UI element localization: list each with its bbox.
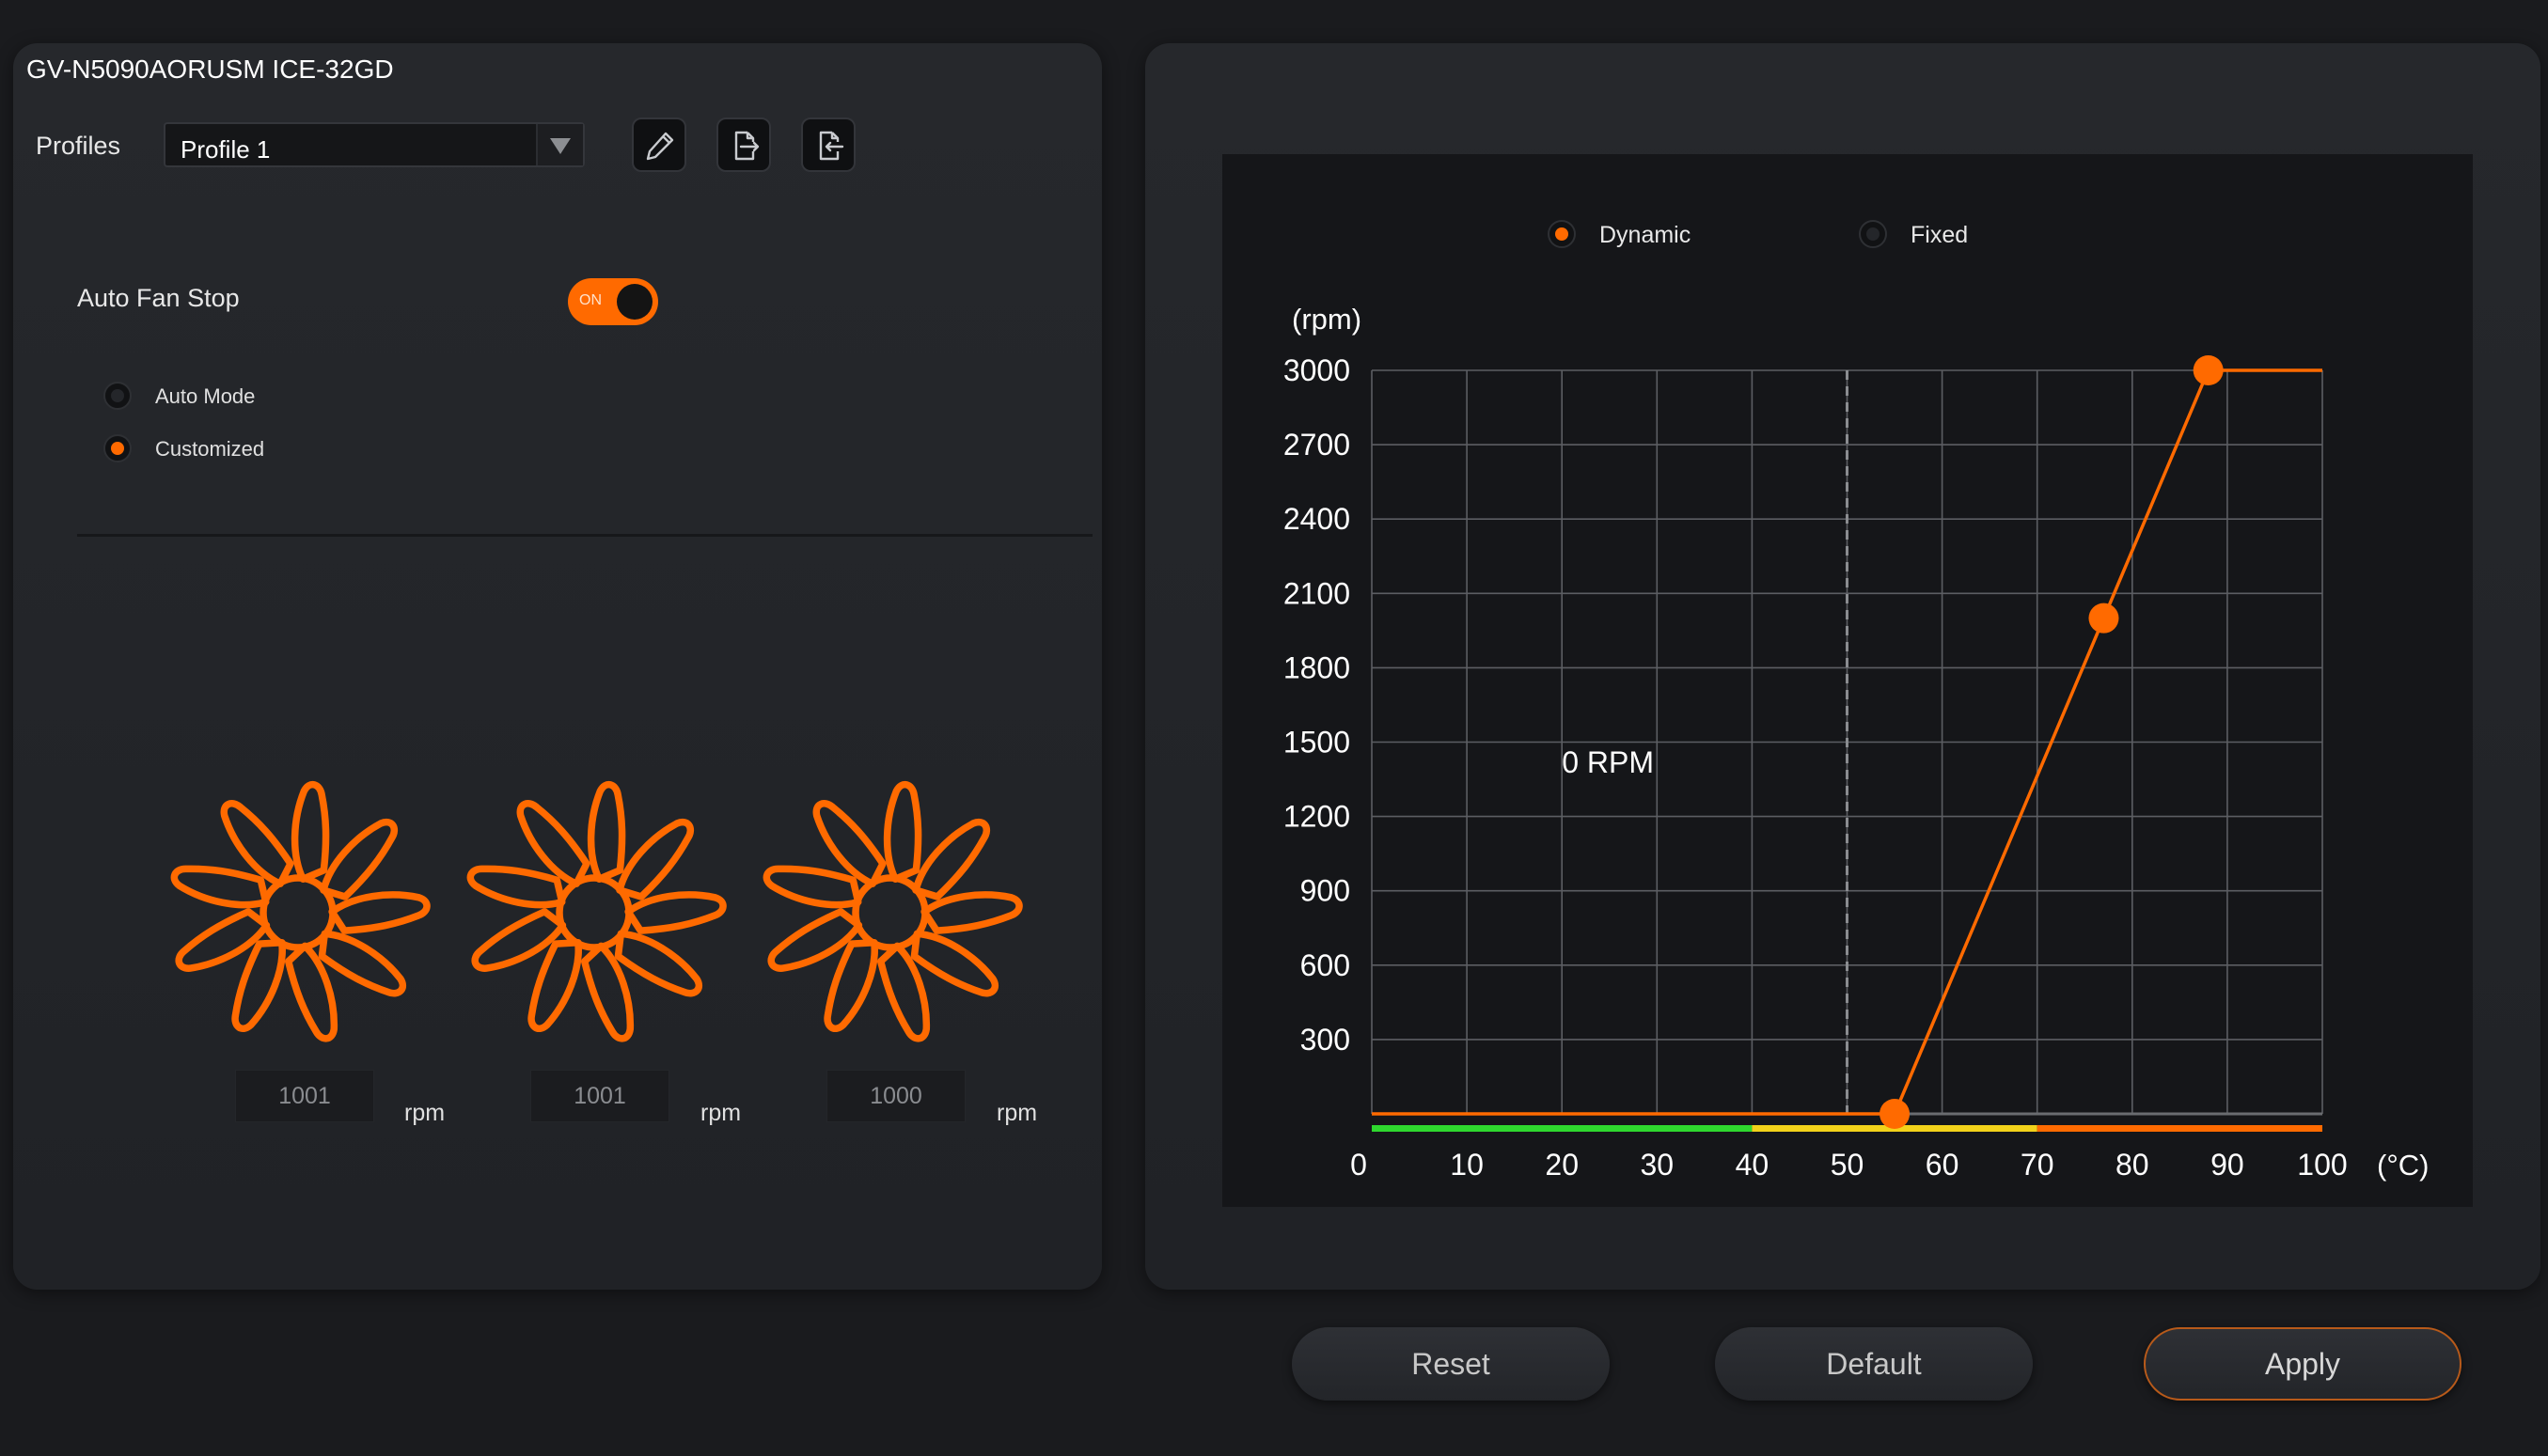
- x-tick-label: 10: [1450, 1148, 1484, 1182]
- temperature-band: [1372, 1125, 1753, 1132]
- zero-rpm-annotation: 0 RPM: [1562, 745, 1654, 779]
- fan-icon: [462, 780, 727, 1045]
- toggle-state-text: ON: [579, 292, 602, 308]
- curve-control-point[interactable]: [1880, 1099, 1911, 1129]
- fan1-rpm-unit: rpm: [404, 1100, 446, 1126]
- device-name: GV-N5090AORUSM ICE-32GD: [26, 55, 394, 84]
- y-tick-label: 1800: [1283, 650, 1350, 684]
- customized-label: Customized: [155, 437, 265, 461]
- fan-icon: [165, 780, 431, 1045]
- default-button[interactable]: Default: [1715, 1327, 2033, 1401]
- apply-button[interactable]: Apply: [2144, 1327, 2461, 1401]
- x-tick-label: 50: [1831, 1148, 1864, 1182]
- curve-control-point[interactable]: [2088, 603, 2119, 634]
- edit-icon: [646, 132, 674, 161]
- curve-control-point[interactable]: [2193, 355, 2224, 385]
- y-tick-label: 300: [1300, 1023, 1350, 1057]
- dynamic-label: Dynamic: [1599, 222, 1691, 248]
- y-tick-label: 1200: [1283, 800, 1350, 834]
- fan3-rpm-unit: rpm: [997, 1100, 1038, 1126]
- fixed-radio[interactable]: [1859, 220, 1887, 248]
- divider: [77, 534, 1093, 537]
- x-tick-label: 60: [1926, 1148, 1959, 1182]
- export-profile-button[interactable]: [716, 117, 771, 172]
- y-tick-label: 2400: [1283, 502, 1350, 536]
- y-tick-label: 3000: [1283, 353, 1350, 387]
- x-tick-label: 100: [2297, 1148, 2347, 1182]
- auto-mode-radio[interactable]: [103, 382, 132, 410]
- x-tick-label: 40: [1736, 1148, 1769, 1182]
- fixed-label: Fixed: [1911, 222, 1969, 248]
- x-axis-label: (°C): [2377, 1149, 2429, 1182]
- x-tick-label: 70: [2021, 1148, 2054, 1182]
- profile-dropdown-value: Profile 1: [181, 135, 271, 164]
- x-tick-label: 30: [1641, 1148, 1675, 1182]
- auto-mode-label: Auto Mode: [155, 384, 256, 408]
- y-tick-label: 2100: [1283, 576, 1350, 610]
- import-icon: [819, 131, 844, 161]
- edit-profile-button[interactable]: [632, 117, 686, 172]
- x-tick-label: 0: [1350, 1148, 1367, 1182]
- y-tick-label: 900: [1300, 874, 1350, 908]
- x-tick-label: 20: [1545, 1148, 1579, 1182]
- toggle-knob: [617, 284, 653, 320]
- y-tick-label: 1500: [1283, 726, 1350, 759]
- y-axis-label: (rpm): [1292, 303, 1361, 336]
- y-tick-label: 600: [1300, 948, 1350, 982]
- import-profile-button[interactable]: [801, 117, 856, 172]
- profiles-label: Profiles: [36, 132, 121, 160]
- fan2-rpm-unit: rpm: [700, 1100, 742, 1126]
- chevron-down-icon[interactable]: [536, 124, 583, 165]
- export-icon: [734, 131, 760, 161]
- reset-button[interactable]: Reset: [1292, 1327, 1610, 1401]
- fan3-rpm-value: 1000: [826, 1070, 966, 1122]
- fan-icon: [758, 780, 1023, 1045]
- temperature-band: [2037, 1125, 2322, 1132]
- dynamic-radio[interactable]: [1548, 220, 1576, 248]
- x-tick-label: 80: [2115, 1148, 2149, 1182]
- y-tick-label: 2700: [1283, 428, 1350, 462]
- fan2-rpm-value: 1001: [530, 1070, 669, 1122]
- fan1-rpm-value: 1001: [235, 1070, 374, 1122]
- auto-fan-stop-toggle[interactable]: ON: [568, 278, 658, 325]
- fan-curve-chart[interactable]: 300 600 900 1200 1500 1800 2100 2400 2700 3000 0 10…: [1222, 154, 2473, 1207]
- profile-dropdown[interactable]: Profile 1: [164, 122, 585, 167]
- x-tick-label: 90: [2210, 1148, 2244, 1182]
- customized-radio[interactable]: [103, 434, 132, 462]
- auto-fan-stop-label: Auto Fan Stop: [77, 284, 240, 312]
